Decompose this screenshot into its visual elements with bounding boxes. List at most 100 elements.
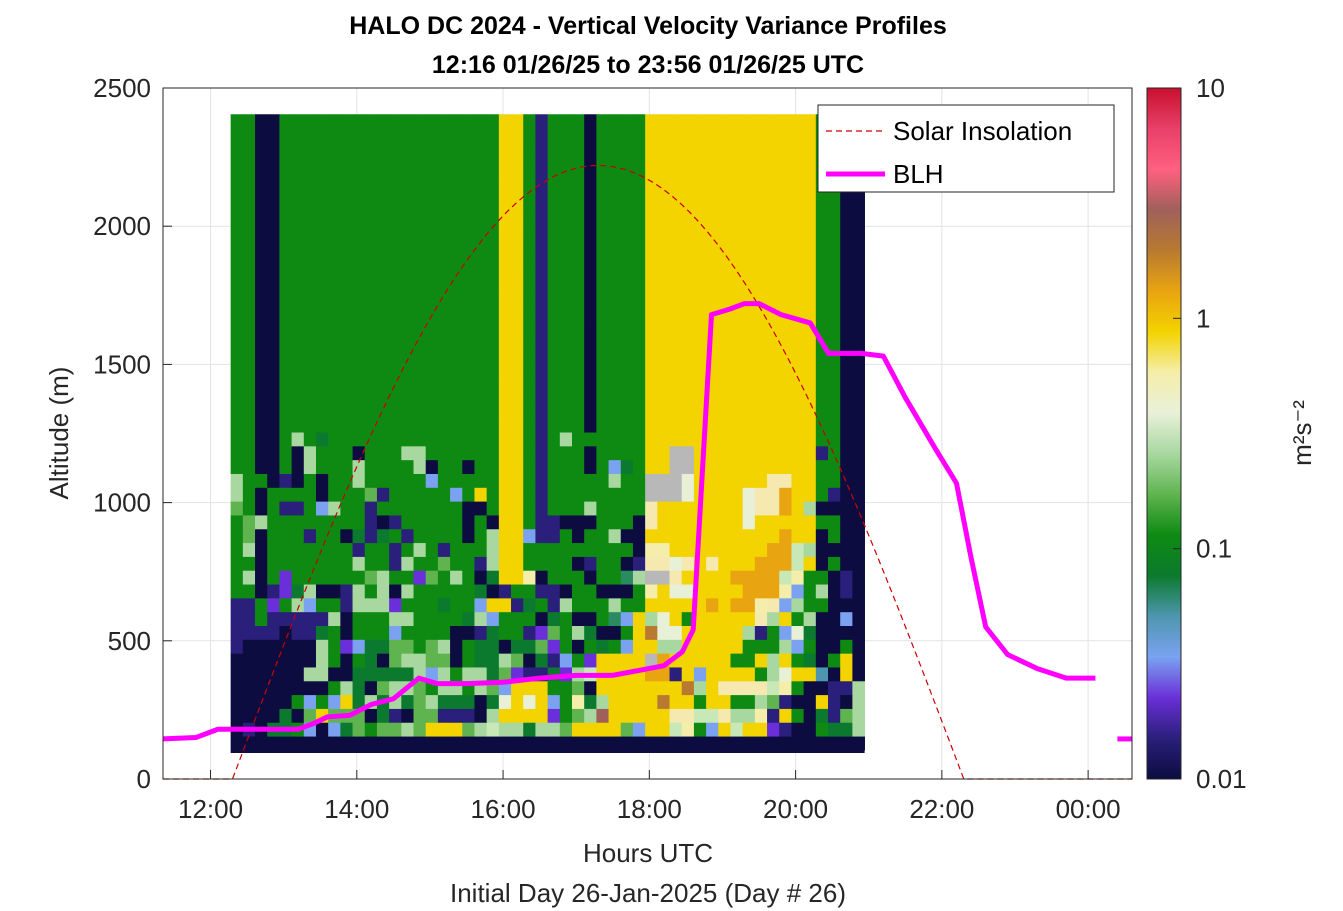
heatmap-cell <box>474 597 488 613</box>
heatmap-cell <box>620 597 634 613</box>
heatmap-cell <box>279 432 293 447</box>
heatmap-cell <box>315 169 329 184</box>
heatmap-cell <box>364 487 378 502</box>
heatmap-cell <box>779 224 792 240</box>
heatmap-cell <box>413 418 427 433</box>
heatmap-cell <box>255 501 268 516</box>
heatmap-cell <box>535 515 549 530</box>
heatmap-cell <box>291 252 305 267</box>
heatmap-cell <box>584 680 597 696</box>
heatmap-cell <box>767 335 780 350</box>
heatmap-cell <box>608 445 622 461</box>
heatmap-cell <box>535 155 549 170</box>
heatmap-cell <box>474 570 488 585</box>
heatmap-cell <box>632 445 646 461</box>
heatmap-cell <box>718 570 731 585</box>
heatmap-cell <box>693 680 707 696</box>
heatmap-cell <box>498 169 512 184</box>
heatmap-cell <box>657 515 670 530</box>
heatmap-cell <box>376 404 390 419</box>
heatmap-cell <box>242 307 256 322</box>
heatmap-cell <box>450 266 463 281</box>
heatmap-cell <box>364 266 378 281</box>
heatmap-cell <box>340 280 353 295</box>
heatmap-cell <box>462 722 475 737</box>
heatmap-cell <box>596 390 609 405</box>
heatmap-cell <box>401 183 414 198</box>
heatmap-cell <box>389 404 402 419</box>
heatmap-cell <box>584 349 597 364</box>
heatmap-cell <box>437 376 451 392</box>
heatmap-cell <box>352 501 366 516</box>
heatmap-cell <box>474 515 488 530</box>
heatmap-cell <box>669 722 683 737</box>
heatmap-cell <box>425 183 439 198</box>
heatmap-cell <box>742 473 756 488</box>
heatmap-cell <box>279 266 293 281</box>
heatmap-cell <box>498 363 512 378</box>
heatmap-cell <box>693 169 707 184</box>
x-tick-label: 22:00 <box>909 794 974 824</box>
heatmap-cell <box>571 473 585 488</box>
heatmap-cell <box>450 501 463 516</box>
heatmap-cell <box>352 653 366 668</box>
heatmap-cell <box>840 528 853 544</box>
heatmap-cell <box>267 694 280 709</box>
heatmap-cell <box>340 335 353 350</box>
heatmap-cell <box>547 694 561 709</box>
heatmap-cell <box>645 708 658 723</box>
heatmap-cell <box>547 280 561 295</box>
heatmap-cell <box>742 128 756 143</box>
heatmap-cell <box>535 349 549 364</box>
heatmap-cell <box>767 653 780 668</box>
heatmap-cell <box>535 445 549 461</box>
heatmap-cell <box>462 459 475 474</box>
heatmap-cell <box>425 501 439 516</box>
heatmap-cell <box>523 432 536 447</box>
heatmap-cell <box>389 293 402 309</box>
heatmap-cell <box>462 128 475 143</box>
heatmap-cell <box>462 280 475 295</box>
heatmap-cell <box>498 487 512 502</box>
heatmap-cell <box>255 349 268 364</box>
heatmap-cell <box>389 556 402 571</box>
heatmap-cell <box>718 459 731 474</box>
heatmap-cell <box>815 307 829 322</box>
heatmap-cell <box>328 736 341 751</box>
heatmap-cell <box>535 128 549 143</box>
heatmap-cell <box>584 639 597 654</box>
heatmap-cell <box>511 141 524 157</box>
heatmap-cell <box>608 722 622 737</box>
heatmap-cell <box>852 584 865 599</box>
heatmap-cell <box>303 597 317 613</box>
heatmap-cell <box>767 473 780 488</box>
heatmap-cell <box>559 418 573 433</box>
heatmap-cell <box>632 501 646 516</box>
heatmap-cell <box>681 556 695 571</box>
heatmap-cell <box>754 128 768 143</box>
heatmap-cell <box>791 252 805 267</box>
heatmap-cell <box>303 418 317 433</box>
heatmap-cell <box>840 487 853 502</box>
legend-box <box>817 104 1115 193</box>
heatmap-cell <box>267 653 280 668</box>
heatmap-cell <box>791 321 805 336</box>
heatmap-cell <box>230 584 244 599</box>
heatmap-cell <box>242 404 256 419</box>
heatmap-cell <box>364 307 378 322</box>
heatmap-cell <box>669 335 683 350</box>
heatmap-cell <box>547 528 561 544</box>
heatmap-cell <box>791 280 805 295</box>
heatmap-cell <box>523 653 536 668</box>
heatmap-cell <box>340 224 353 240</box>
heatmap-cell <box>413 597 427 613</box>
heatmap-cell <box>303 556 317 571</box>
heatmap-cell <box>230 445 244 461</box>
heatmap-cell <box>657 155 670 170</box>
heatmap-cell <box>498 210 512 226</box>
heatmap-cell <box>693 321 707 336</box>
heatmap-cell <box>852 625 865 640</box>
heatmap-cell <box>242 528 256 544</box>
heatmap-cell <box>742 210 756 226</box>
heatmap-cell <box>547 639 561 654</box>
